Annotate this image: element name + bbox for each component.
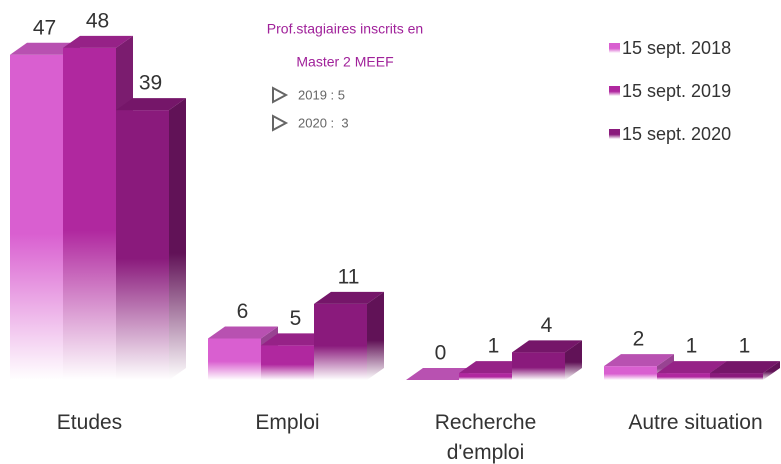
annotation-item: 2019 : 5	[298, 87, 345, 102]
x-tick-label: Recherche d'emploi	[434, 411, 537, 464]
data-label: 1	[488, 335, 500, 358]
data-label: 1	[739, 335, 751, 358]
legend-swatch	[609, 129, 620, 139]
data-label: 48	[86, 9, 109, 32]
data-label: 2	[633, 328, 645, 351]
legend-label: 15 sept. 2019	[622, 81, 731, 101]
annotation-title: Prof.stagiaires inscrits en	[267, 21, 423, 37]
bullet	[272, 114, 289, 132]
legend-label: 15 sept. 2018	[622, 38, 731, 58]
annotation-item: 2020 : 3	[298, 115, 349, 130]
bar	[314, 291, 384, 380]
data-label: 4	[541, 314, 553, 337]
legend-swatch	[609, 86, 620, 96]
bar	[512, 340, 582, 380]
data-label: 6	[237, 300, 249, 323]
data-label: 1	[686, 335, 698, 358]
bar	[406, 368, 476, 380]
data-label: 0	[435, 342, 447, 365]
x-tick-label: Etudes	[56, 411, 123, 434]
data-label: 39	[139, 72, 162, 95]
data-label: 5	[290, 307, 302, 330]
legend-swatch	[609, 43, 620, 53]
data-label: 47	[33, 16, 56, 39]
legend-label: 15 sept. 2020	[622, 124, 731, 144]
x-tick-label: Autre situation	[628, 411, 763, 434]
bar	[116, 98, 186, 381]
x-tick-label: Emploi	[255, 411, 320, 434]
bullet	[272, 86, 289, 104]
annotation-title: Master 2 MEEF	[296, 54, 393, 70]
data-label: 11	[338, 265, 360, 288]
bar	[710, 361, 780, 380]
